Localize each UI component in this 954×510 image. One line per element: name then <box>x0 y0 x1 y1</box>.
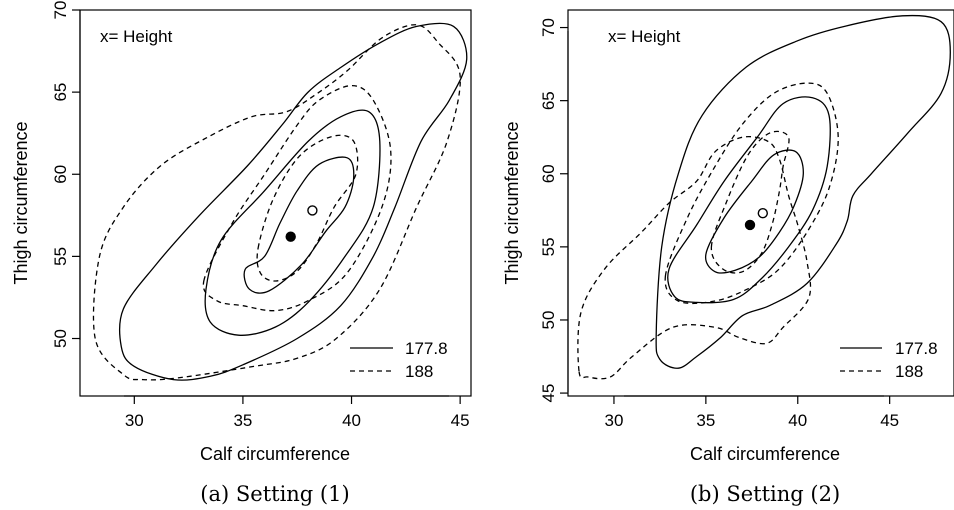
legend-b: 177.8 188 <box>840 339 938 381</box>
contour-solid-outer-a <box>118 22 468 381</box>
x-tick-label: 40 <box>342 411 361 430</box>
caption-a: (a) Setting (1) <box>200 482 349 506</box>
contour-dashed-inner-a <box>256 134 359 282</box>
y-axis-label-a: Thigh circumference <box>11 121 31 284</box>
open-center-point-b <box>757 207 768 219</box>
x-tick-label: 40 <box>788 411 807 430</box>
filled-center-point-b <box>744 219 756 231</box>
contour-lines-a <box>92 22 468 381</box>
contour-solid-middle-a <box>204 109 381 336</box>
contour-lines-b <box>577 14 951 380</box>
contour-dashed-outer-a <box>92 24 461 381</box>
y-tick-label: 65 <box>51 83 70 102</box>
panel-b: x= Height 30 35 40 45 45 50 55 60 65 70 Calf cir… <box>502 9 954 506</box>
x-tick-label: 30 <box>125 411 144 430</box>
legend-label-solid-b: 177.8 <box>895 339 938 358</box>
y-ticks-a: 50 55 60 65 70 <box>51 1 80 348</box>
y-tick-label: 55 <box>539 237 558 256</box>
x-axis-label-b: Calf circumference <box>690 444 840 464</box>
y-tick-label: 70 <box>51 1 70 20</box>
open-center-point-a <box>307 205 318 216</box>
center-points-a <box>285 205 318 242</box>
y-axis-label-b: Thigh circumference <box>502 121 522 284</box>
legend-label-dashed-a: 188 <box>405 362 433 381</box>
y-tick-label: 45 <box>539 384 558 403</box>
caption-b: (b) Setting (2) <box>690 482 840 506</box>
y-tick-label: 70 <box>539 18 558 37</box>
x-axis-label-a: Calf circumference <box>200 444 350 464</box>
x-tick-label: 45 <box>451 411 470 430</box>
contour-dashed-middle-b <box>664 82 839 305</box>
contour-dashed-inner-b <box>710 130 790 274</box>
y-tick-label: 55 <box>51 247 70 266</box>
contour-solid-middle-b <box>667 96 831 304</box>
legend-label-solid-a: 177.8 <box>405 339 448 358</box>
contour-solid-inner-a <box>243 156 355 294</box>
legend-label-dashed-b: 188 <box>895 362 923 381</box>
x-ticks-a: 30 35 40 45 <box>125 396 470 430</box>
y-tick-label: 65 <box>539 91 558 110</box>
annotation-b: x= Height <box>608 27 681 46</box>
annotation-a: x= Height <box>100 27 173 46</box>
contour-dashed-outer-b <box>577 136 812 380</box>
filled-center-point-a <box>285 231 296 242</box>
x-tick-label: 35 <box>233 411 252 430</box>
panel-a: x= Height 30 35 40 45 50 55 60 65 70 Calf circu… <box>11 1 472 506</box>
y-tick-label: 50 <box>51 329 70 348</box>
legend-a: 177.8 188 <box>350 339 448 381</box>
y-ticks-b: 45 50 55 60 65 70 <box>539 18 568 403</box>
y-tick-label: 50 <box>539 311 558 330</box>
contour-dashed-middle-a <box>202 84 392 312</box>
x-tick-label: 30 <box>604 411 623 430</box>
contour-solid-inner-b <box>704 149 804 274</box>
contour-solid-outer-b <box>655 14 951 369</box>
x-tick-label: 35 <box>696 411 715 430</box>
center-points-b <box>744 207 768 231</box>
x-tick-label: 45 <box>880 411 899 430</box>
y-tick-label: 60 <box>51 165 70 184</box>
x-ticks-b: 30 35 40 45 <box>604 396 899 430</box>
y-tick-label: 60 <box>539 164 558 183</box>
